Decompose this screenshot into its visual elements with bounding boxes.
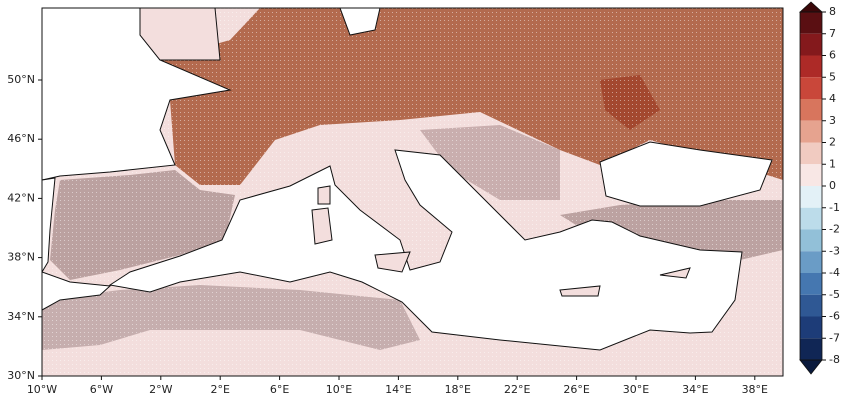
colorbar-level [800, 294, 822, 317]
lat-label: 38°N [7, 251, 35, 264]
lon-label: 26°E [563, 383, 589, 396]
lon-label: 10°E [326, 383, 352, 396]
colorbar-tick-label: -3 [829, 244, 840, 257]
lat-label: 30°N [7, 369, 35, 382]
lon-label: 2°W [149, 383, 172, 396]
colorbar-level [800, 12, 822, 34]
colorbar-level [800, 316, 822, 339]
colorbar-tick-label: -6 [829, 310, 840, 323]
lon-label: 6°E [270, 383, 289, 396]
lon-label: 22°E [504, 383, 530, 396]
colorbar-level [800, 273, 822, 295]
map [42, 8, 783, 376]
colorbar-tick-label: -2 [829, 223, 840, 236]
colorbar-tick-label: -7 [829, 331, 840, 344]
lat-label: 42°N [7, 191, 35, 204]
lon-label: 10°W [27, 383, 57, 396]
lat-label: 50°N [7, 73, 35, 86]
colorbar-tick-label: 3 [829, 114, 836, 127]
lat-label: 34°N [7, 310, 35, 323]
colorbar-extend-top [798, 1, 824, 13]
colorbar-level [800, 55, 822, 78]
map-frame [41, 7, 784, 377]
axes: 50°N 46°N 42°N 38°N 34°N 30°N10°W 6°W 2°W 2°E 6°E… [7, 73, 768, 396]
colorbar-extend-bottom [799, 359, 823, 375]
colorbar-level [800, 120, 822, 143]
lon-label: 18°E [445, 383, 471, 396]
seas [42, 8, 773, 351]
colorbar-level [800, 338, 822, 360]
colorbar-level [800, 229, 822, 252]
colorbar-level [800, 164, 822, 186]
colorbar-level [800, 77, 822, 99]
colorbar-tick-label: -1 [829, 201, 840, 214]
colorbar-tick-label: -8 [829, 353, 840, 366]
colorbar-level [800, 186, 822, 208]
colorbar-tick-label: 4 [829, 92, 836, 105]
lon-label: 6°W [90, 383, 113, 396]
lat-label: 46°N [7, 132, 35, 145]
colorbar-tick-label: 8 [829, 5, 836, 18]
colorbar-tick-label: 2 [829, 136, 836, 149]
colorbar-tick-label: 6 [829, 49, 836, 62]
colorbar-level [800, 142, 822, 165]
lon-label: 2°E [210, 383, 229, 396]
lon-label: 38°E [742, 383, 768, 396]
colorbar: 8 7 6 5 4 3 2 1 0 -1 -2 -3 -4 -5 -6 -7 -8 [798, 1, 840, 375]
colorbar-level [800, 251, 822, 273]
colorbar-tick-label: -4 [829, 266, 840, 279]
lon-label: 34°E [682, 383, 708, 396]
colorbar-tick-label: 7 [829, 27, 836, 40]
colorbar-level [800, 33, 822, 56]
colorbar-tick-label: -5 [829, 288, 840, 301]
lon-label: 30°E [623, 383, 649, 396]
islands [139, 8, 691, 297]
lon-label: 14°E [385, 383, 411, 396]
colorbar-level [800, 99, 822, 121]
colorbar-tick-label: 5 [829, 70, 836, 83]
colorbar-level [800, 207, 822, 230]
colorbar-tick-label: 1 [829, 157, 836, 170]
colorbar-tick-label: 0 [829, 179, 836, 192]
